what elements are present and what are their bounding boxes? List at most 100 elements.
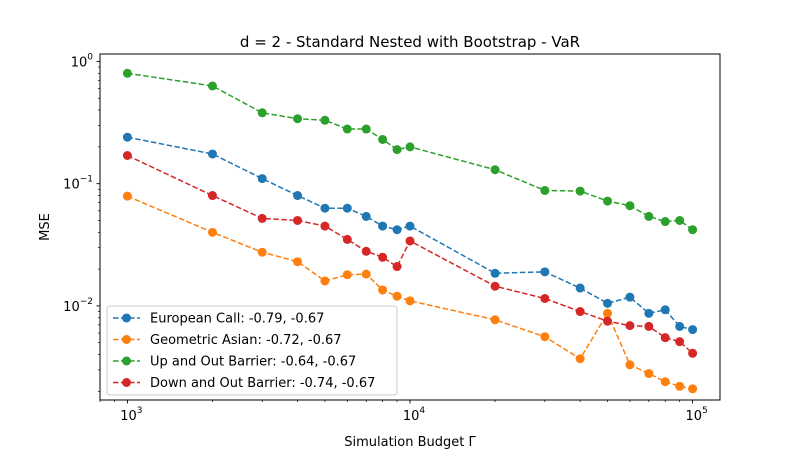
data-point (378, 221, 388, 231)
data-point (293, 191, 303, 201)
data-point (378, 252, 388, 262)
legend-item: Geometric Asian: -0.72, -0.67 (113, 333, 342, 348)
data-point (644, 369, 654, 379)
data-point (675, 321, 685, 331)
x-tick-label-exponent: 3 (137, 406, 143, 416)
x-tick-label-base: 10 (120, 409, 137, 424)
data-point (361, 269, 371, 279)
legend-item: Down and Out Barrier: -0.74, -0.67 (113, 376, 375, 391)
y-axis-label: MSE (38, 213, 53, 241)
data-point (575, 186, 585, 196)
data-point (320, 276, 330, 286)
data-point (122, 150, 132, 160)
x-tick-label-exponent: 5 (702, 406, 708, 416)
data-point (392, 145, 402, 155)
data-point (293, 215, 303, 225)
legend-marker (122, 313, 131, 323)
data-point (575, 354, 585, 364)
data-point (575, 307, 585, 317)
data-point (688, 325, 698, 335)
data-point (342, 203, 352, 213)
data-point (575, 283, 585, 293)
data-point (320, 221, 330, 231)
data-point (540, 294, 550, 304)
data-point (405, 296, 415, 306)
data-point (603, 196, 613, 206)
data-point (342, 124, 352, 134)
data-point (540, 185, 550, 195)
series-2 (122, 191, 698, 394)
series-3 (122, 68, 698, 235)
data-point (342, 234, 352, 244)
x-tick-label-exponent: 4 (419, 406, 425, 416)
legend-item: European Call: -0.79, -0.67 (113, 312, 324, 327)
data-point (660, 217, 670, 227)
data-point (660, 333, 670, 343)
y-tick-label: 10−1 (63, 175, 93, 193)
data-point (320, 115, 330, 125)
legend-label: Up and Out Barrier: -0.64, -0.67 (150, 355, 356, 370)
legend-marker (122, 356, 131, 366)
data-point (320, 203, 330, 213)
series-layer (122, 68, 698, 394)
x-tick-label-base: 10 (685, 409, 702, 424)
data-point (361, 124, 371, 134)
data-point (207, 227, 217, 237)
data-point (644, 308, 654, 318)
y-tick-label: 10−2 (63, 297, 93, 315)
data-point (540, 267, 550, 277)
x-tick-label: 104 (403, 406, 426, 424)
legend-item: Up and Out Barrier: -0.64, -0.67 (113, 355, 356, 370)
x-axis-label: Simulation Budget Γ (344, 435, 476, 450)
data-point (490, 281, 500, 291)
data-point (207, 149, 217, 159)
data-point (122, 132, 132, 142)
data-point (490, 268, 500, 278)
y-tick-label-base: 10 (63, 300, 80, 315)
data-point (688, 348, 698, 358)
data-point (625, 201, 635, 211)
data-point (361, 211, 371, 221)
y-tick-label-exponent: −1 (80, 175, 93, 185)
data-point (540, 332, 550, 342)
data-point (122, 191, 132, 201)
y-tick-label-exponent: −2 (80, 297, 93, 307)
data-point (378, 285, 388, 295)
data-point (625, 321, 635, 331)
data-point (392, 225, 402, 235)
data-point (122, 68, 132, 78)
data-point (644, 321, 654, 331)
series-4 (122, 150, 698, 358)
data-point (207, 191, 217, 201)
data-point (257, 213, 267, 223)
y-tick-label-base: 10 (63, 178, 80, 193)
data-point (257, 174, 267, 184)
legend-marker (122, 335, 131, 344)
x-tick-label-base: 10 (403, 409, 420, 424)
data-point (625, 292, 635, 302)
data-point (293, 257, 303, 267)
data-point (405, 142, 415, 152)
data-point (625, 360, 635, 370)
x-axis: 103 104 105 (99, 400, 708, 424)
legend-label: European Call: -0.79, -0.67 (150, 312, 324, 327)
data-point (207, 81, 217, 91)
data-point (490, 165, 500, 175)
data-point (392, 262, 402, 272)
legend-label: Geometric Asian: -0.72, -0.67 (150, 333, 342, 348)
chart-title: d = 2 - Standard Nested with Bootstrap -… (240, 33, 580, 51)
legend-box (106, 305, 398, 396)
data-point (293, 114, 303, 124)
legend: European Call: -0.79, -0.67 Geometric Asi… (106, 305, 398, 396)
y-tick-label-exponent: 0 (87, 52, 93, 62)
data-point (675, 337, 685, 347)
y-tick-label: 100 (71, 52, 94, 70)
data-point (603, 308, 613, 318)
data-point (603, 316, 613, 326)
x-tick-label: 103 (120, 406, 142, 424)
data-point (378, 134, 388, 144)
data-point (603, 298, 613, 308)
